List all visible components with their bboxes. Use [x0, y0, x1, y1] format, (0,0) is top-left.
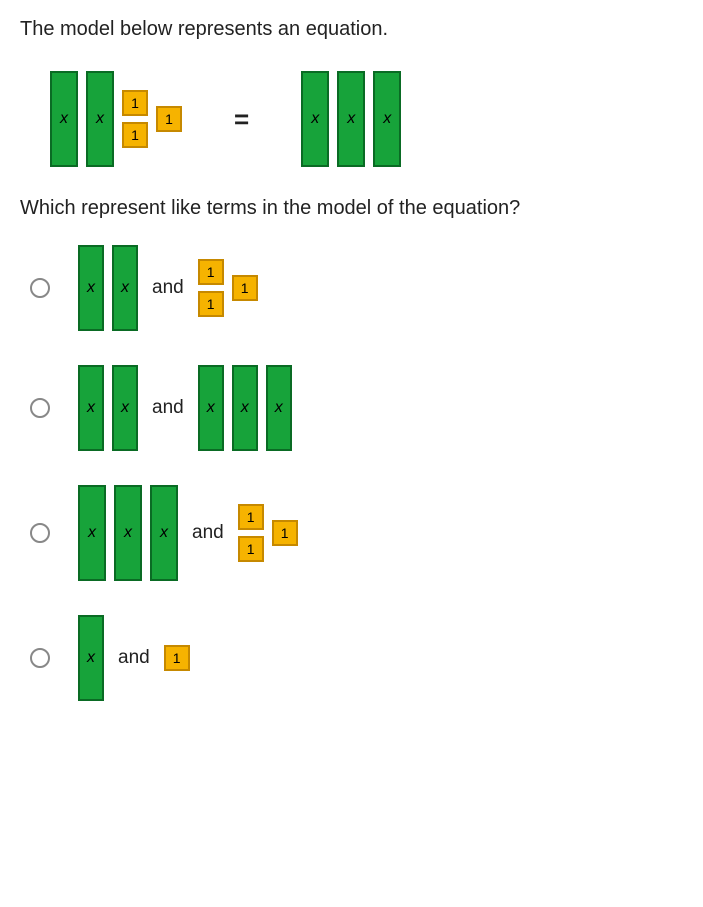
one-tile: 1	[156, 106, 182, 132]
x-tile: x	[198, 365, 224, 451]
one-tile: 1	[122, 90, 148, 116]
x-tile: x	[112, 365, 138, 451]
x-tile: x	[232, 365, 258, 451]
x-tile: x	[301, 71, 329, 167]
x-tile: x	[114, 485, 142, 581]
x-tile: x	[78, 485, 106, 581]
option-3[interactable]: x x x and 1 1 1	[30, 485, 683, 581]
one-tile: 1	[232, 275, 258, 301]
x-tile: x	[78, 365, 104, 451]
x-tile: x	[50, 71, 78, 167]
ones-group: 1 1 1	[122, 90, 182, 148]
x-tile: x	[86, 71, 114, 167]
option-4[interactable]: x and 1	[30, 615, 683, 701]
equation-left-side: x x 1 1 1	[50, 71, 182, 167]
x-tile: x	[78, 245, 104, 331]
equation-model: x x 1 1 1 = x x x	[50, 71, 683, 167]
option-content: x x x and 1 1 1	[78, 485, 298, 581]
x-tile: x	[266, 365, 292, 451]
and-label: and	[118, 647, 150, 669]
radio-icon[interactable]	[30, 398, 50, 418]
x-tile: x	[337, 71, 365, 167]
and-label: and	[152, 397, 184, 419]
and-label: and	[152, 277, 184, 299]
options-list: x x and 1 1 1 x x and x x x x	[20, 245, 683, 701]
option-content: x and 1	[78, 615, 190, 701]
one-tile: 1	[238, 536, 264, 562]
radio-icon[interactable]	[30, 523, 50, 543]
option-content: x x and x x x	[78, 365, 292, 451]
x-tile: x	[112, 245, 138, 331]
option-2[interactable]: x x and x x x	[30, 365, 683, 451]
question-text: Which represent like terms in the model …	[20, 197, 683, 220]
radio-icon[interactable]	[30, 648, 50, 668]
one-tile: 1	[198, 291, 224, 317]
option-content: x x and 1 1 1	[78, 245, 258, 331]
one-tile: 1	[122, 122, 148, 148]
x-tile: x	[150, 485, 178, 581]
ones-group: 1 1 1	[238, 504, 298, 562]
x-tile: x	[373, 71, 401, 167]
and-label: and	[192, 522, 224, 544]
one-tile: 1	[164, 645, 190, 671]
one-tile: 1	[238, 504, 264, 530]
equals-sign: =	[234, 104, 249, 135]
equation-right-side: x x x	[301, 71, 401, 167]
option-1[interactable]: x x and 1 1 1	[30, 245, 683, 331]
ones-group: 1 1 1	[198, 259, 258, 317]
prompt-text: The model below represents an equation.	[20, 18, 683, 41]
x-tile: x	[78, 615, 104, 701]
radio-icon[interactable]	[30, 278, 50, 298]
one-tile: 1	[198, 259, 224, 285]
one-tile: 1	[272, 520, 298, 546]
